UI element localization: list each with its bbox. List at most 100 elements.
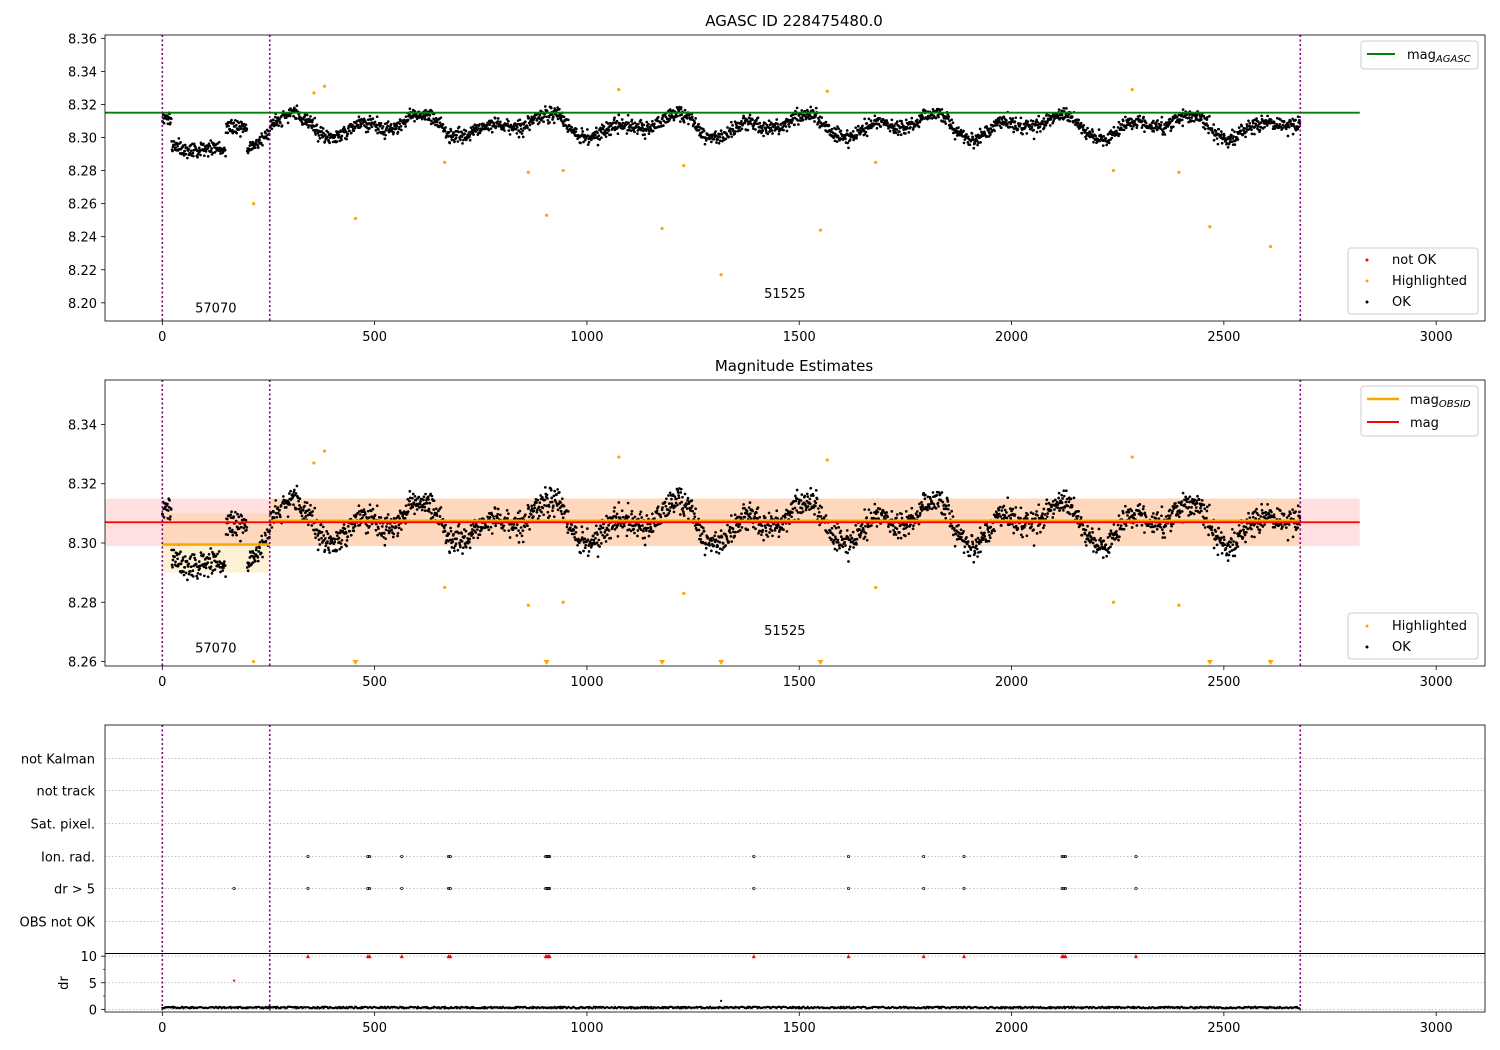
ok-point — [241, 130, 245, 134]
ok-point — [459, 138, 462, 142]
ok-point — [983, 534, 987, 538]
ok-point — [965, 132, 968, 136]
ok-point — [214, 554, 218, 558]
ok-point — [946, 507, 950, 511]
ok-point — [921, 505, 925, 509]
ok-point — [444, 541, 448, 545]
ok-point — [219, 152, 222, 156]
ok-point — [699, 538, 703, 541]
ok-point — [708, 137, 712, 141]
ok-point — [979, 540, 983, 544]
ok-point — [645, 529, 648, 532]
ok-point — [586, 134, 590, 138]
ok-point — [1208, 114, 1211, 118]
ok-point — [432, 499, 436, 503]
ok-point — [323, 548, 327, 552]
ok-point — [452, 532, 455, 536]
ok-point — [979, 141, 982, 144]
ok-point — [583, 546, 587, 550]
ok-point — [224, 575, 227, 578]
ok-point — [370, 522, 374, 526]
ok-point — [696, 522, 700, 526]
ok-point — [808, 117, 811, 121]
ok-point — [275, 121, 279, 125]
ok-point — [257, 550, 261, 553]
ok-point — [931, 491, 935, 494]
ok-point — [546, 496, 549, 500]
ok-point — [469, 523, 473, 527]
ok-point — [1032, 528, 1035, 532]
ok-point — [1079, 516, 1083, 519]
ok-point — [343, 527, 347, 531]
ok-point — [176, 557, 179, 561]
ok-point — [917, 522, 921, 526]
ok-point — [288, 503, 292, 506]
ok-point — [729, 130, 732, 134]
ok-point — [1168, 117, 1172, 121]
ok-point — [998, 116, 1002, 119]
ok-point — [316, 139, 320, 143]
ok-point — [273, 516, 276, 520]
ok-point — [457, 531, 461, 535]
ok-point — [374, 528, 378, 532]
ok-point — [771, 132, 774, 135]
ok-point — [428, 113, 432, 117]
ok-point — [528, 527, 531, 531]
ok-point — [1231, 128, 1234, 132]
ok-point — [191, 154, 195, 158]
ok-point — [814, 113, 818, 117]
ok-point — [371, 117, 375, 120]
ok-point — [811, 109, 815, 113]
ok-point — [543, 115, 546, 118]
ok-point — [1042, 117, 1046, 120]
ok-point — [732, 129, 735, 133]
ok-point — [880, 511, 884, 515]
ok-point — [550, 113, 554, 116]
ok-point — [168, 498, 171, 502]
ok-point — [538, 121, 541, 124]
ok-point — [259, 141, 263, 145]
ok-point — [346, 524, 350, 528]
ok-point — [679, 491, 683, 494]
ok-point — [294, 492, 298, 495]
ok-point — [762, 134, 765, 138]
ok-point — [278, 508, 281, 512]
ok-point — [615, 512, 619, 516]
ok-point — [1242, 126, 1246, 130]
ok-point — [862, 528, 865, 531]
ok-point — [635, 523, 638, 526]
ok-point — [749, 512, 752, 515]
ok-point — [397, 526, 401, 530]
ok-point — [1282, 119, 1286, 123]
ok-point — [760, 533, 763, 537]
ok-point — [521, 540, 525, 544]
ok-point — [1046, 512, 1049, 515]
ok-point — [1078, 522, 1082, 526]
ok-point — [649, 527, 653, 531]
ok-point — [1250, 132, 1254, 136]
ok-point — [417, 495, 421, 499]
ok-point — [340, 134, 344, 138]
ok-point — [392, 532, 396, 536]
ok-point — [514, 526, 518, 530]
ok-point — [962, 141, 966, 145]
ok-point — [780, 517, 783, 520]
ok-point — [776, 517, 779, 520]
ok-point — [659, 121, 663, 125]
ok-point — [1051, 121, 1055, 125]
ok-point — [926, 117, 929, 121]
ok-point — [1239, 129, 1243, 133]
ok-point — [730, 540, 734, 543]
ok-point — [1105, 143, 1109, 147]
ok-point — [639, 118, 643, 122]
ok-point — [606, 122, 610, 125]
ok-point — [574, 127, 578, 131]
ok-point — [453, 549, 456, 553]
ok-point — [559, 509, 563, 513]
ok-point — [1233, 143, 1237, 146]
ok-point — [232, 515, 236, 518]
ok-point — [661, 116, 664, 120]
ok-point — [1281, 127, 1284, 130]
ok-point — [636, 529, 640, 532]
ok-point — [1056, 506, 1060, 510]
